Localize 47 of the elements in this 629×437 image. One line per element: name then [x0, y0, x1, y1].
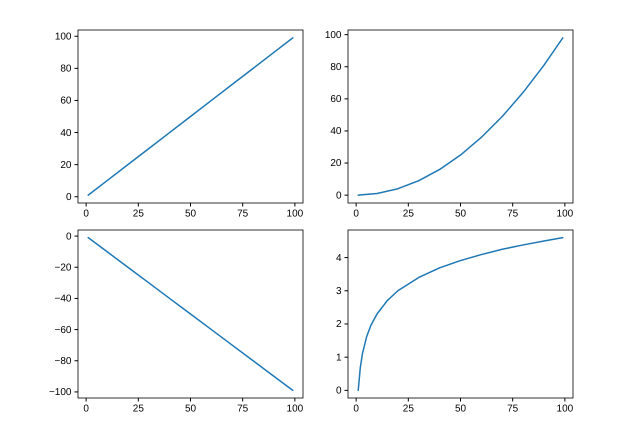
x-tick-label: 25 [132, 404, 144, 415]
y-tick-label: −40 [54, 294, 72, 305]
y-tick-label: 60 [60, 96, 72, 107]
x-tick-label: 50 [184, 404, 196, 415]
x-tick-label: 0 [83, 404, 90, 415]
y-tick-label: −80 [54, 356, 72, 367]
line-series [87, 37, 294, 196]
y-tick-label: −60 [54, 324, 72, 336]
y-tick-label: 2 [336, 319, 342, 330]
x-tick-label: 25 [402, 404, 414, 415]
y-tick-label: 3 [336, 286, 342, 297]
x-tick-label: 0 [353, 404, 360, 415]
x-tick-label: 100 [286, 208, 304, 220]
y-tick-label: 20 [330, 158, 342, 170]
x-tick-label: 75 [507, 404, 519, 415]
x-tick-label: 50 [184, 208, 196, 220]
y-tick-label: −20 [54, 262, 72, 274]
y-tick-label: 1 [336, 352, 342, 364]
y-tick-label: 60 [330, 94, 342, 106]
y-tick-label: 20 [60, 160, 72, 171]
line-series [357, 236, 564, 392]
x-tick-label: 50 [454, 208, 466, 220]
y-tick-label: 100 [54, 31, 72, 42]
y-tick-label: 0 [336, 190, 342, 202]
x-tick-label: 100 [556, 404, 574, 415]
x-tick-label: 100 [556, 208, 574, 220]
y-tick-label: 80 [330, 62, 342, 73]
x-tick-label: 100 [286, 404, 304, 415]
line-series [87, 236, 294, 392]
x-tick-label: 75 [237, 404, 249, 415]
y-tick-label: 40 [330, 126, 342, 138]
y-tick-label: 0 [66, 192, 72, 203]
y-tick-label: 100 [324, 30, 342, 41]
line-series [357, 37, 564, 196]
y-tick-label: 4 [336, 252, 342, 264]
x-tick-label: 75 [507, 208, 519, 220]
x-tick-label: 0 [353, 208, 360, 220]
y-tick-label: 80 [60, 64, 72, 75]
x-tick-label: 50 [454, 404, 466, 415]
x-tick-label: 25 [132, 208, 144, 220]
x-tick-label: 25 [402, 208, 414, 220]
y-tick-label: −100 [48, 387, 72, 398]
y-tick-label: 40 [60, 128, 72, 139]
y-tick-label: 0 [66, 231, 72, 242]
x-tick-label: 0 [83, 208, 90, 220]
y-tick-label: 0 [336, 386, 342, 397]
x-tick-label: 75 [237, 208, 249, 220]
